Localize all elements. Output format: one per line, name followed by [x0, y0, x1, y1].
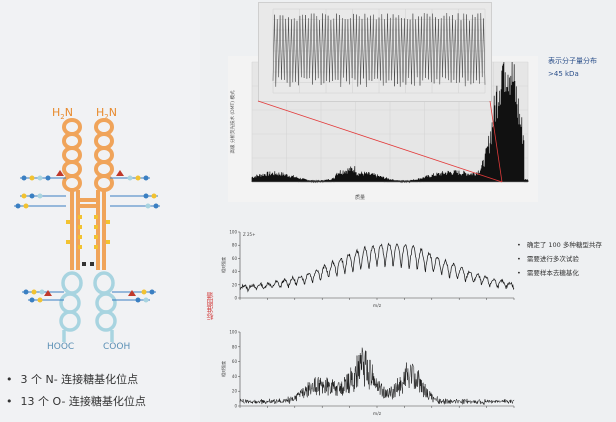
y-tick-label: 60 — [232, 256, 238, 261]
spectrum-xlabel: m/z — [373, 303, 382, 309]
mw-value: >45 kDa — [548, 70, 579, 78]
inset-svg — [272, 8, 486, 94]
mid-svg-trace — [239, 242, 515, 293]
spectrum-ylabel: 相对强度 — [220, 361, 226, 377]
glycan-markers — [15, 170, 159, 303]
y-tick-label: 80 — [232, 243, 238, 248]
glycosylation-bullets: 3 个 N- 连接糖基化位点 13 个 O- 连接糖基化位点 — [6, 373, 146, 417]
antibody-diagram: H2N H2N — [14, 106, 160, 352]
y-tick-label: 80 — [232, 344, 238, 349]
bullet-n-linked: 3 个 N- 连接糖基化位点 — [6, 373, 146, 395]
bottom-spectrum-svg: 0 20 40 60 80 100 相对强度 m/z — [220, 330, 515, 417]
mw-distribution-note: 表示分子量分布 >45 kDa — [548, 56, 597, 80]
h2n-left-label: H2N — [52, 106, 73, 121]
y-tick-label: 100 — [229, 230, 237, 235]
bot-svg-trace — [239, 347, 515, 406]
y-tick-label: 40 — [232, 374, 238, 379]
spectrum-ylabel: 相对强度 — [220, 257, 226, 273]
spectrum-xlabel: m/z — [373, 411, 382, 417]
bottom-spectrum-chart: 0 20 40 60 80 100 相对强度 m/z — [218, 326, 518, 418]
mid-chart-bullets: 确定了 100 多种糖型共存 需要进行多次试验 需要样本去糖基化 — [517, 240, 602, 282]
mid-spectrum-svg: 0 20 40 60 80 100 相对强度 m/z Z 25+ — [220, 230, 515, 309]
charge-state-label: Z 25+ — [243, 232, 255, 237]
standard-spectrum-label: 标准图谱 — [206, 292, 214, 320]
bullet-deglycosylation: 需要样本去糖基化 — [517, 268, 602, 282]
mid-spectrum-chart: 0 20 40 60 80 100 相对强度 m/z Z 25+ — [218, 226, 518, 310]
y-tick-label: 0 — [234, 404, 237, 409]
y-tick-label: 20 — [232, 389, 238, 394]
bullet-o-linked: 13 个 O- 连接糖基化位点 — [6, 395, 146, 417]
inset-trace — [272, 12, 486, 88]
y-tick-label: 40 — [232, 269, 238, 274]
left-panel: H2N H2N — [0, 0, 200, 422]
h2n-right-label: H2N — [96, 106, 117, 121]
top-chart-ylabel: 高级 分析荧光技术 (DMT) 模式 — [229, 90, 236, 153]
y-tick-label: 20 — [232, 282, 238, 287]
y-tick-label: 100 — [229, 330, 237, 335]
bullet-multiple-tests: 需要进行多次试验 — [517, 254, 602, 268]
y-tick-label: 0 — [234, 296, 237, 301]
mw-label: 表示分子量分布 — [548, 57, 597, 65]
top-chart-xlabel: 质量 — [355, 194, 365, 201]
hooc-label: HOOC — [47, 342, 74, 352]
inset-chart — [258, 2, 492, 102]
y-tick-label: 60 — [232, 359, 238, 364]
bullet-glycoforms: 确定了 100 多种糖型共存 — [517, 240, 602, 254]
fc-region-loops — [59, 271, 117, 342]
heavy-chain-loops — [62, 118, 114, 270]
cooh-label: COOH — [103, 342, 130, 352]
